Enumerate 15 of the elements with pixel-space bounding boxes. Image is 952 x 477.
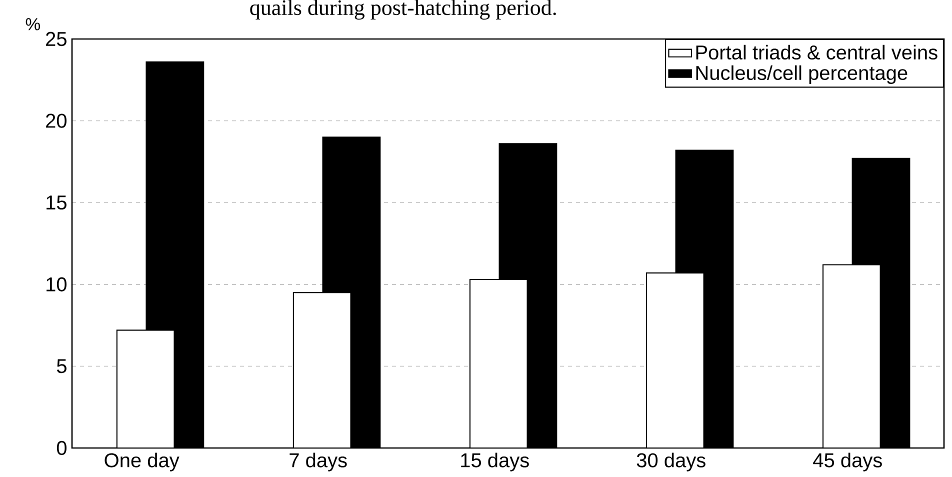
x-tick-label: 7 days <box>290 452 347 472</box>
y-axis-title: % <box>26 18 40 30</box>
legend-label: Nucleus/cell percentage <box>696 65 908 84</box>
y-tick-label: 5 <box>56 359 66 374</box>
x-tick-label: 30 days <box>636 452 706 472</box>
x-tick-label: 15 days <box>461 452 529 472</box>
chart-title: quails during post-hatching period. <box>250 0 556 20</box>
y-tick-label: 20 <box>46 114 67 128</box>
legend-label: Portal triads & central veins <box>696 44 938 60</box>
y-tick-label: 0 <box>56 440 67 456</box>
y-tick-label: 10 <box>46 277 67 292</box>
y-tick-label: 15 <box>46 196 66 210</box>
y-tick-label: 25 <box>46 32 66 46</box>
x-tick-label: 45 days <box>813 452 882 472</box>
x-tick-label: One day <box>104 452 180 472</box>
